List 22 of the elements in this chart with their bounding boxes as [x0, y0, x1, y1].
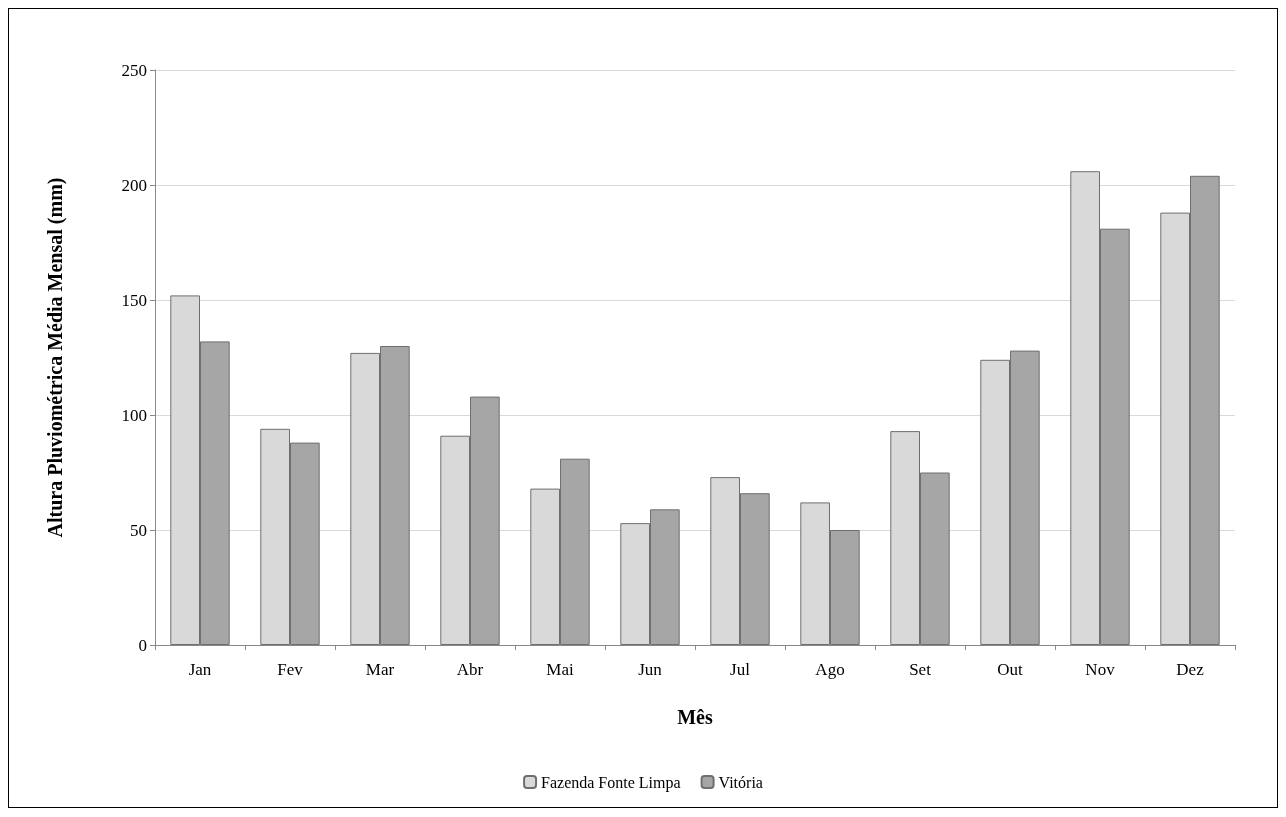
x-tick-label: Jan	[188, 660, 212, 679]
x-tick-label: Set	[909, 660, 932, 679]
y-tick-label: 0	[138, 635, 147, 655]
y-tick-label: 200	[121, 175, 147, 195]
x-tick-label: Ago	[815, 660, 845, 679]
y-tick-label: 250	[121, 60, 147, 80]
y-tick-label: 50	[130, 520, 147, 540]
x-tick-label: Jun	[638, 660, 663, 679]
y-axis-title: Altura Pluviométrica Média Mensal (mm)	[44, 177, 67, 538]
x-tick-label: Abr	[456, 660, 484, 679]
x-tick-label: Dez	[1176, 660, 1205, 679]
y-tick-label: 100	[121, 405, 147, 425]
legend-label: Vitória	[718, 773, 763, 791]
y-tick-label: 150	[121, 290, 147, 310]
x-tick-label: Mai	[546, 660, 574, 679]
x-axis-title: Mês	[677, 706, 713, 728]
x-tick-label: Mar	[365, 660, 395, 679]
legend-label: Fazenda Fonte Limpa	[541, 773, 681, 792]
x-tick-label: Jul	[730, 660, 751, 679]
x-tick-label: Fev	[277, 660, 304, 679]
x-tick-label: Out	[997, 660, 1024, 679]
x-tick-label: Nov	[1085, 660, 1116, 679]
